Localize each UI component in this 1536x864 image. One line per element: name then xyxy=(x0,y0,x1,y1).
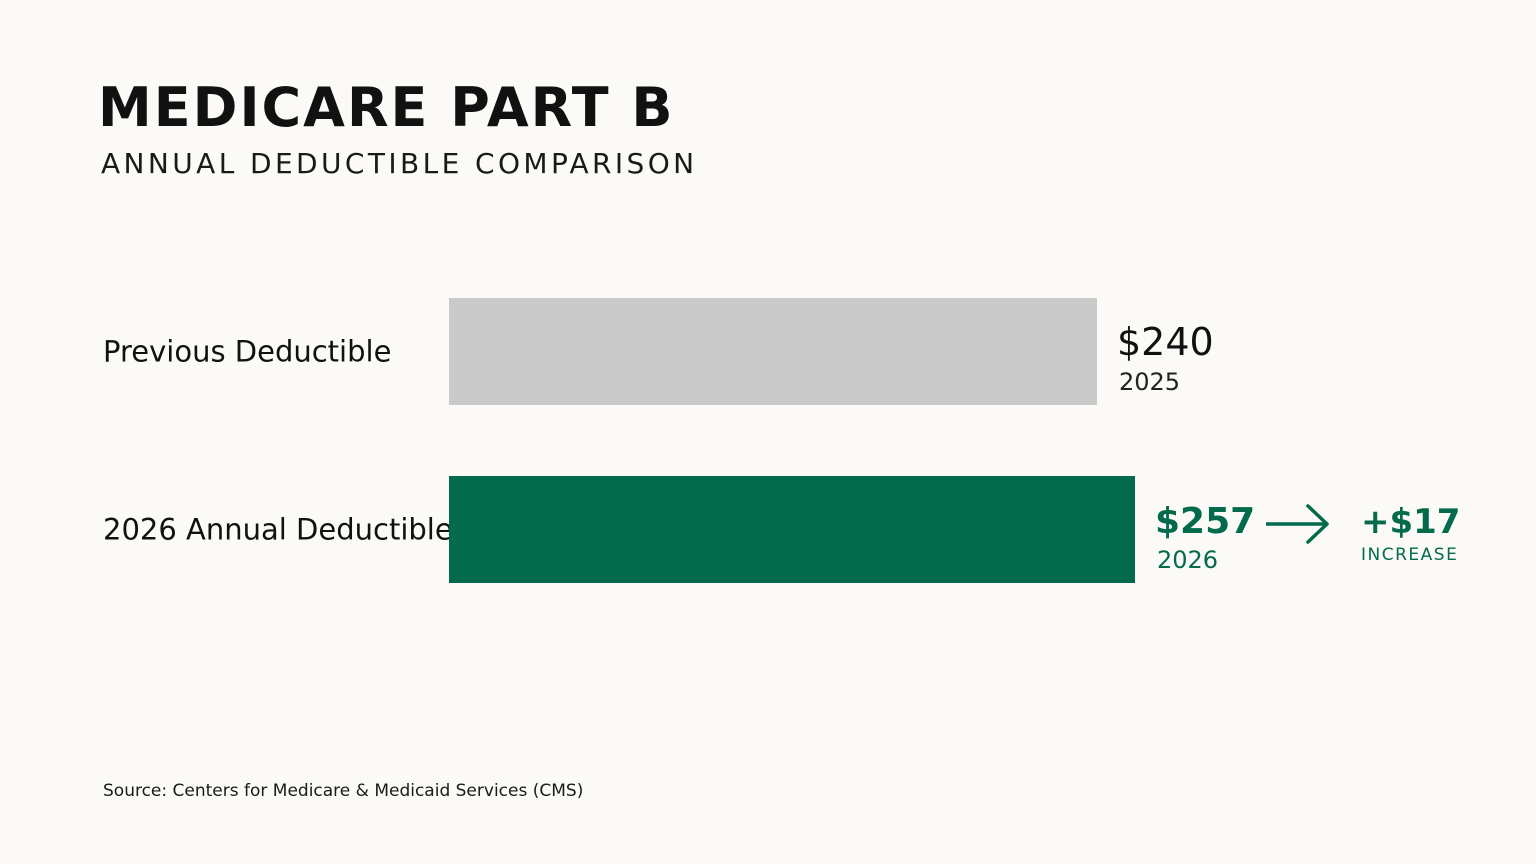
value-label: $240 xyxy=(1117,320,1214,364)
category-label: 2026 Annual Deductible xyxy=(103,513,453,547)
bar xyxy=(449,476,1135,583)
value-label: $257 xyxy=(1155,501,1255,542)
year-label: 2025 xyxy=(1119,368,1180,396)
source-note: Source: Centers for Medicare & Medicaid … xyxy=(103,781,584,801)
chart-subtitle: ANNUAL DEDUCTIBLE COMPARISON xyxy=(101,147,698,180)
change-caption: INCREASE xyxy=(1361,545,1458,565)
bar xyxy=(449,298,1097,405)
chart-title: MEDICARE PART B xyxy=(98,76,675,139)
arrow-right-icon xyxy=(1266,504,1329,544)
change-value: +$17 xyxy=(1361,502,1460,542)
year-label: 2026 xyxy=(1157,546,1218,574)
category-label: Previous Deductible xyxy=(103,335,391,369)
